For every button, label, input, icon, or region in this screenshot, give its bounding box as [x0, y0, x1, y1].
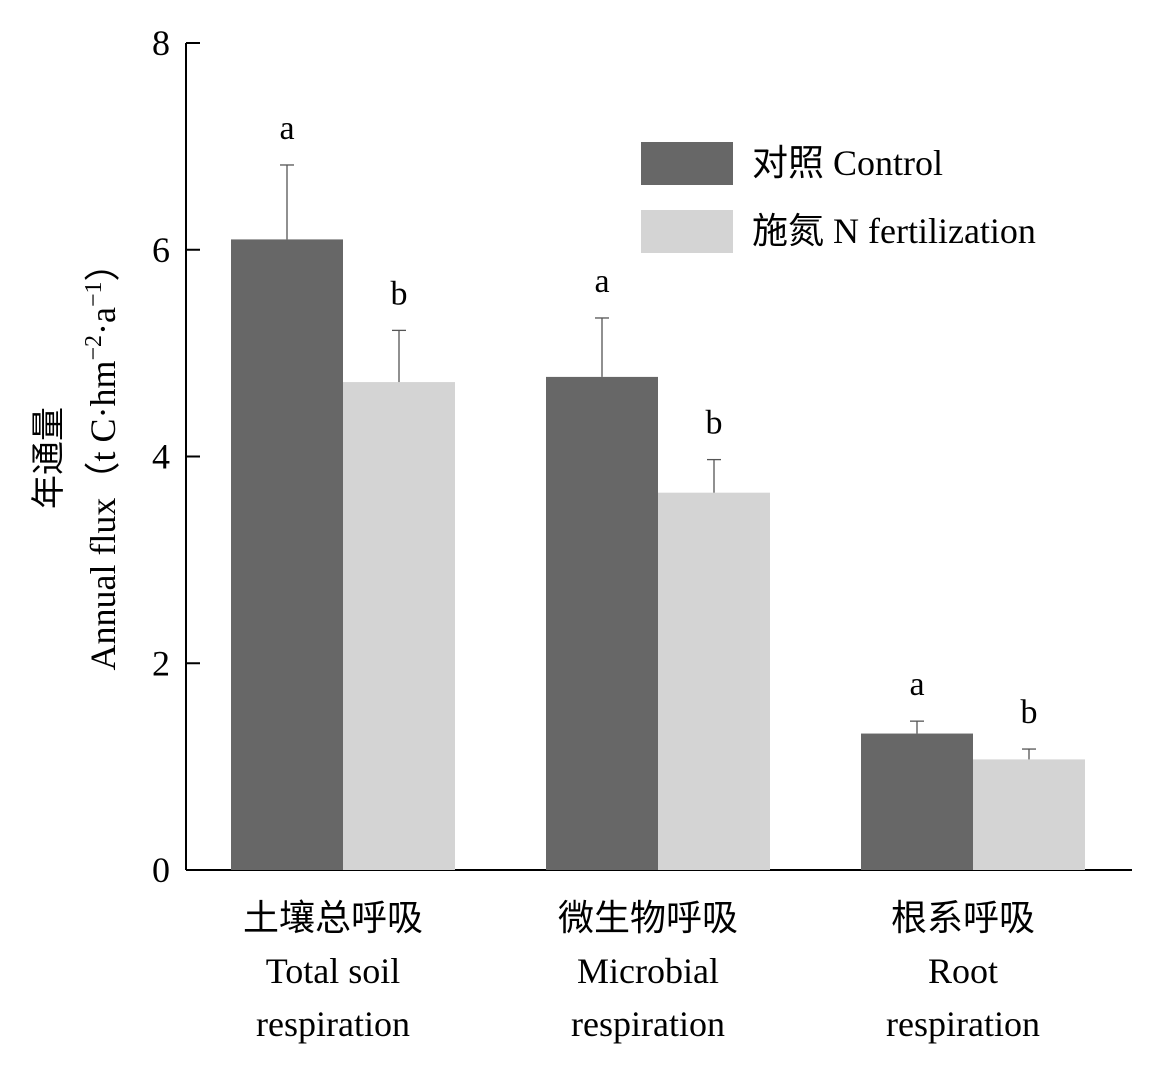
- x-axis-category-labels: 土壤总呼吸 Total soil respiration 微生物呼吸 Microbial…: [243, 898, 1040, 1044]
- x-tick-label: Total soil: [266, 951, 400, 991]
- bar: [546, 376, 658, 870]
- y-tick-label: 8: [152, 23, 170, 63]
- bar: [861, 733, 973, 870]
- significance-letter: b: [1021, 694, 1038, 731]
- x-tick-label: respiration: [886, 1004, 1040, 1044]
- y-tick-label: 0: [152, 850, 170, 890]
- y-axis-title-zh: 年通量: [30, 407, 68, 509]
- x-tick-label: 土壤总呼吸: [243, 898, 423, 938]
- legend-label: 对照 Control: [752, 143, 943, 183]
- bars: a a a b b b: [231, 110, 1085, 871]
- bar: [973, 759, 1085, 870]
- significance-letter: a: [594, 263, 609, 300]
- y-tick-label: 6: [152, 230, 170, 270]
- y-tick-label: 2: [152, 643, 170, 683]
- x-tick-label: 根系呼吸: [891, 898, 1035, 938]
- y-axis-title: 年通量 Annual flux（t C·hm−2·a−1）: [30, 245, 123, 670]
- x-tick-label: 微生物呼吸: [558, 898, 738, 938]
- bar: [658, 492, 770, 870]
- legend: 对照 Control 施氮 N fertilization: [641, 142, 1036, 253]
- significance-letter: b: [391, 275, 408, 312]
- y-axis-title-en: Annual flux（t C·hm−2·a−1）: [81, 245, 123, 670]
- x-tick-label: Root: [928, 951, 998, 991]
- significance-letter: b: [706, 405, 723, 442]
- x-tick-label: respiration: [256, 1004, 410, 1044]
- bar: [231, 239, 343, 871]
- x-tick-label: Microbial: [577, 951, 719, 991]
- significance-letter: a: [909, 666, 924, 703]
- significance-letter: a: [279, 110, 294, 147]
- y-tick-label: 4: [152, 437, 170, 477]
- legend-swatch: [641, 142, 733, 185]
- legend-swatch: [641, 210, 733, 253]
- x-tick-label: respiration: [571, 1004, 725, 1044]
- bar: [343, 382, 455, 870]
- legend-label: 施氮 N fertilization: [752, 211, 1036, 251]
